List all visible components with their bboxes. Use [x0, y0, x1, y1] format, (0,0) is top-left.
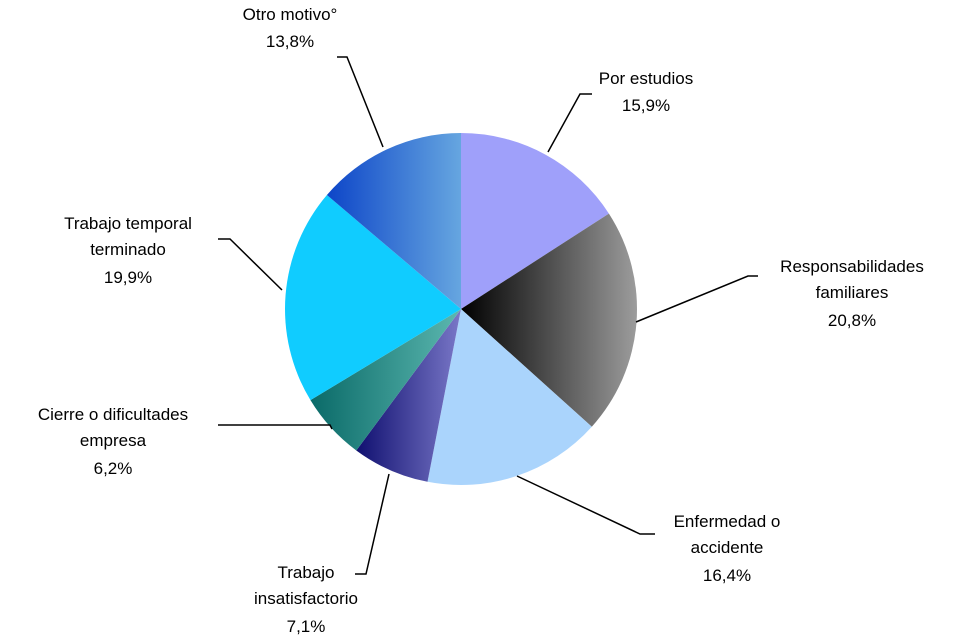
slice-label: Responsabilidades — [780, 257, 924, 276]
slice-label: Trabajo — [277, 563, 334, 582]
slice-label: Otro motivo° — [243, 5, 338, 24]
leader-line — [516, 475, 655, 535]
leader-line — [337, 56, 384, 148]
leader-line — [218, 424, 333, 430]
slice-label: terminado — [90, 240, 166, 259]
leader-line — [547, 93, 592, 153]
slice-label: familiares — [816, 283, 889, 302]
pie-slice — [461, 133, 609, 309]
slice-label: accidente — [691, 538, 764, 557]
value-label: 7,1% — [287, 617, 326, 636]
slice-label: Cierre o dificultades — [38, 405, 188, 424]
slice-label: Enfermedad o — [674, 512, 781, 531]
slice-label: empresa — [80, 431, 147, 450]
pie-slice — [461, 213, 638, 427]
pie-slice — [310, 309, 461, 451]
leader-line — [355, 473, 390, 575]
leader-line — [218, 238, 283, 291]
pie-slice — [427, 309, 592, 486]
value-label: 15,9% — [622, 96, 670, 115]
value-label: 16,4% — [703, 566, 751, 585]
pie-slice — [356, 309, 461, 482]
value-label: 6,2% — [94, 459, 133, 478]
value-label: 19,9% — [104, 268, 152, 287]
slice-label: Por estudios — [599, 69, 694, 88]
slice-label: Trabajo temporal — [64, 214, 192, 233]
pie-slice — [326, 133, 461, 309]
pie-slice — [284, 195, 461, 401]
value-label: 13,8% — [266, 32, 314, 51]
value-label: 20,8% — [828, 311, 876, 330]
slice-label: insatisfactorio — [254, 589, 358, 608]
leader-line — [635, 275, 758, 323]
